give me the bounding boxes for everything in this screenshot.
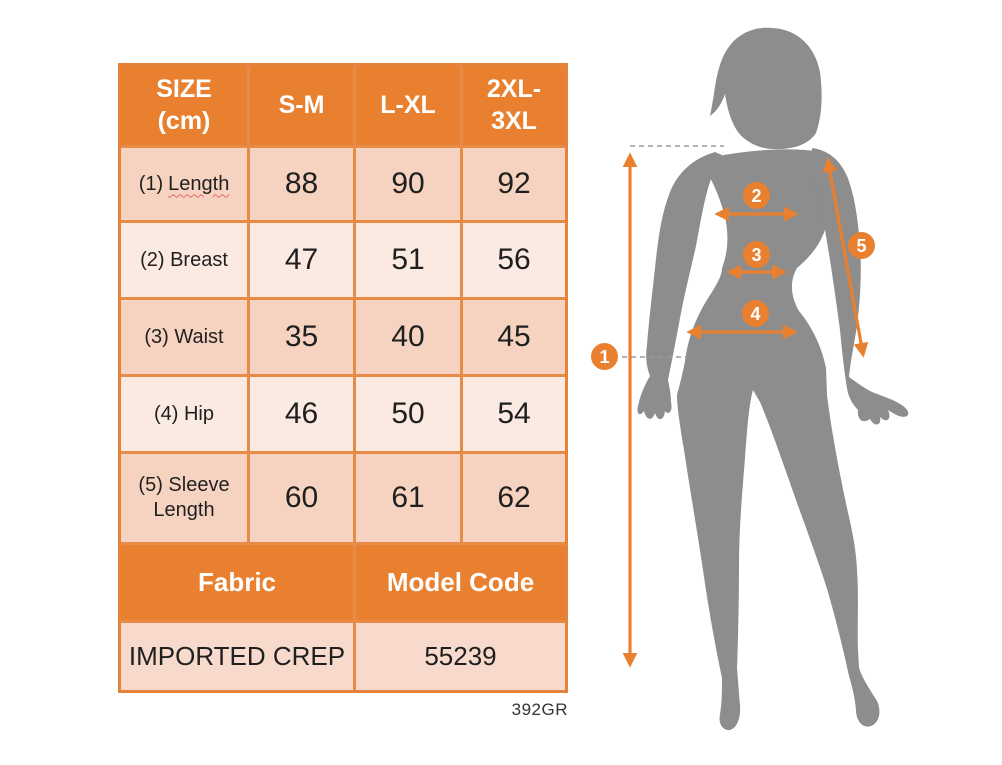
value-waist-lxl: 40 xyxy=(356,300,460,374)
marker-1-length: 1 xyxy=(591,343,618,370)
marker-2-breast: 2 xyxy=(743,182,770,209)
value-breast-2xl3xl: 56 xyxy=(463,223,565,297)
value-hip-sm: 46 xyxy=(250,377,353,451)
marker-4-hip: 4 xyxy=(742,300,769,327)
fabric-value: IMPORTED CREP xyxy=(121,623,353,690)
sleeve-arrow xyxy=(822,157,869,358)
size-table: SIZE (cm) S-M L-XL 2XL-3XL (1) Length 88… xyxy=(118,63,568,693)
value-length-lxl: 90 xyxy=(356,148,460,220)
fabric-header: Fabric xyxy=(121,545,353,620)
weight-note: 392GR xyxy=(511,700,568,719)
value-sleeve-lxl: 61 xyxy=(356,454,460,542)
silhouette-torso-legs xyxy=(677,149,880,731)
value-sleeve-2xl3xl: 62 xyxy=(463,454,565,542)
row-label-length: (1) Length xyxy=(121,148,247,220)
silhouette-head xyxy=(710,27,822,150)
model-code-header: Model Code xyxy=(356,545,565,620)
value-breast-sm: 47 xyxy=(250,223,353,297)
size-header-cell: SIZE (cm) xyxy=(121,66,247,145)
measurement-figure xyxy=(582,0,1002,765)
value-hip-2xl3xl: 54 xyxy=(463,377,565,451)
row-label-hip: (4) Hip xyxy=(121,377,247,451)
female-body-silhouette-svg xyxy=(622,27,909,731)
row-label-breast: (2) Breast xyxy=(121,223,247,297)
value-breast-lxl: 51 xyxy=(356,223,460,297)
column-header-sm: S-M xyxy=(250,66,353,145)
model-code-value: 55239 xyxy=(356,623,565,690)
row-label-sleeve-length: (5) Sleeve Length xyxy=(121,454,247,542)
value-sleeve-sm: 60 xyxy=(250,454,353,542)
row-label-length-word: Length xyxy=(168,172,230,195)
value-waist-2xl3xl: 45 xyxy=(463,300,565,374)
marker-3-waist: 3 xyxy=(743,241,770,268)
value-hip-lxl: 50 xyxy=(356,377,460,451)
value-length-sm: 88 xyxy=(250,148,353,220)
marker-5-sleeve: 5 xyxy=(848,232,875,259)
value-length-2xl3xl: 92 xyxy=(463,148,565,220)
column-header-2xl3xl: 2XL-3XL xyxy=(463,66,565,145)
column-header-lxl: L-XL xyxy=(356,66,460,145)
row-label-waist: (3) Waist xyxy=(121,300,247,374)
female-body-silhouette xyxy=(637,27,909,731)
row-label-length-prefix: (1) xyxy=(138,172,164,195)
measurement-arrows xyxy=(622,152,869,668)
value-waist-sm: 35 xyxy=(250,300,353,374)
silhouette-left-arm xyxy=(637,152,722,420)
